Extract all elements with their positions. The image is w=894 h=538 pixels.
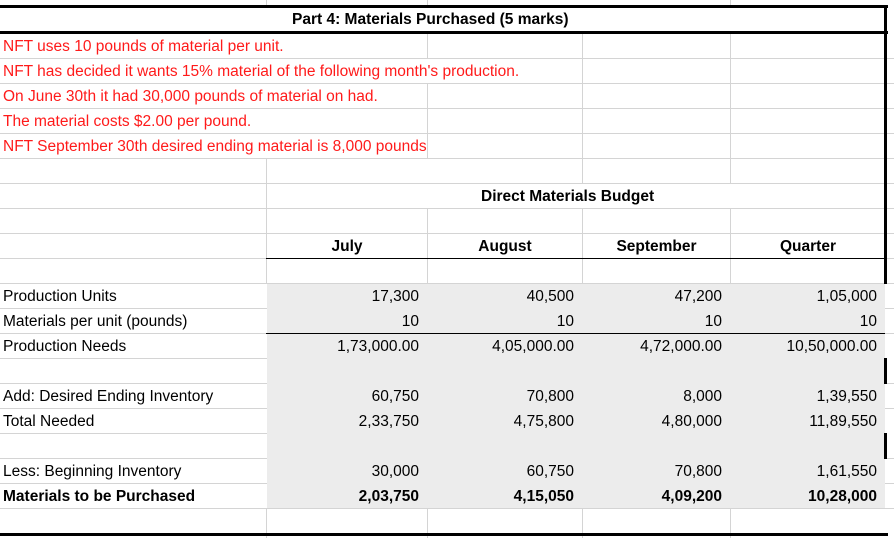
right-border-mark	[884, 358, 887, 384]
gridline	[427, 208, 428, 284]
cell-value[interactable]: 10	[401, 313, 419, 330]
cell-value[interactable]: 17,300	[371, 288, 419, 305]
gridline	[0, 508, 894, 509]
gridline	[885, 458, 894, 459]
cell-value[interactable]: 47,200	[674, 288, 722, 305]
gridline	[0, 283, 894, 284]
cell-value[interactable]: 70,800	[526, 388, 574, 405]
note-3: On June 30th it had 30,000 pounds of mat…	[3, 88, 378, 105]
gridline	[266, 158, 267, 284]
right-border	[884, 5, 887, 284]
gridline	[0, 333, 267, 334]
gridline	[582, 33, 583, 183]
gridline	[0, 58, 894, 59]
gridline	[885, 308, 894, 309]
row-label-total-needed: Total Needed	[3, 413, 95, 430]
cell-value[interactable]: 4,05,000.00	[492, 338, 574, 355]
gridline	[427, 83, 428, 158]
title-border-top	[0, 5, 888, 8]
gridline	[0, 108, 894, 109]
cell-value[interactable]: 2,33,750	[358, 413, 419, 430]
gridline	[0, 408, 267, 409]
cell-value[interactable]: 8,000	[683, 388, 722, 405]
gridline	[0, 233, 894, 234]
cell-value[interactable]: 1,61,550	[816, 463, 877, 480]
cell-value[interactable]: 70,800	[674, 463, 722, 480]
gridline	[427, 509, 428, 538]
gridline	[0, 208, 894, 209]
row-label-beginning-inventory: Less: Beginning Inventory	[3, 463, 182, 480]
budget-title: Direct Materials Budget	[481, 188, 655, 205]
cell-value[interactable]: 4,80,000	[661, 413, 722, 430]
gridline	[0, 158, 894, 159]
gridline	[730, 33, 731, 183]
cell-value[interactable]: 10,50,000.00	[786, 338, 877, 355]
note-1: NFT uses 10 pounds of material per unit.	[3, 38, 284, 55]
column-header-september: September	[616, 238, 697, 255]
header-underline	[266, 258, 885, 259]
cell-value[interactable]: 2,03,750	[358, 488, 419, 505]
gridline	[0, 358, 267, 359]
data-shade	[267, 284, 885, 509]
row-label-production-units: Production Units	[3, 288, 117, 305]
gridline	[0, 133, 894, 134]
gridline	[730, 0, 731, 7]
gridline	[0, 458, 267, 459]
row-label-materials-per-unit: Materials per unit (pounds)	[3, 313, 188, 330]
cell-value[interactable]: 4,09,200	[661, 488, 722, 505]
cell-value[interactable]: 4,72,000.00	[640, 338, 722, 355]
cell-value[interactable]: 10,28,000	[808, 488, 877, 505]
gridline	[0, 483, 267, 484]
gridline	[266, 509, 267, 538]
bottom-border	[0, 533, 888, 536]
column-header-august: August	[478, 238, 532, 255]
cell-value[interactable]: 10	[704, 313, 722, 330]
gridline	[427, 33, 428, 58]
gridline	[730, 208, 731, 284]
cell-value[interactable]: 40,500	[526, 288, 574, 305]
row-label-materials-purchased: Materials to be Purchased	[3, 488, 196, 505]
cell-value[interactable]: 1,39,550	[816, 388, 877, 405]
gridline	[266, 0, 267, 7]
column-header-july: July	[331, 238, 363, 255]
gridline	[0, 308, 267, 309]
gridline	[885, 383, 894, 384]
cell-value[interactable]: 4,75,800	[513, 413, 574, 430]
cell-value[interactable]: 4,15,050	[513, 488, 574, 505]
gridline	[885, 333, 894, 334]
gridline	[885, 408, 894, 409]
cell-value[interactable]: 11,89,550	[809, 413, 877, 430]
cell-value[interactable]: 1,05,000	[816, 288, 877, 305]
gridline	[0, 183, 894, 184]
note-5: NFT September 30th desired ending materi…	[3, 138, 427, 155]
gridline	[885, 483, 894, 484]
gridline	[582, 509, 583, 538]
cell-value[interactable]: 60,750	[371, 388, 419, 405]
gridline	[0, 83, 894, 84]
cell-value[interactable]: 10	[556, 313, 574, 330]
row-label-production-needs: Production Needs	[3, 338, 127, 355]
gridline	[0, 383, 267, 384]
page-title: Part 4: Materials Purchased (5 marks)	[292, 11, 569, 28]
right-border-mark	[884, 433, 887, 459]
gridline	[730, 509, 731, 538]
cell-value[interactable]: 30,000	[371, 463, 419, 480]
note-2: NFT has decided it wants 15% material of…	[3, 63, 520, 80]
title-border-bottom	[0, 31, 888, 34]
gridline	[582, 208, 583, 284]
note-4: The material costs $2.00 per pound.	[3, 113, 252, 130]
cell-value[interactable]: 1,73,000.00	[337, 338, 419, 355]
gridline	[427, 0, 428, 7]
subtotal-line	[266, 333, 885, 334]
row-label-desired-ending-inventory: Add: Desired Ending Inventory	[3, 388, 214, 405]
cell-value[interactable]: 10	[859, 313, 877, 330]
gridline	[0, 433, 267, 434]
column-header-quarter: Quarter	[780, 238, 836, 255]
cell-value[interactable]: 60,750	[526, 463, 574, 480]
